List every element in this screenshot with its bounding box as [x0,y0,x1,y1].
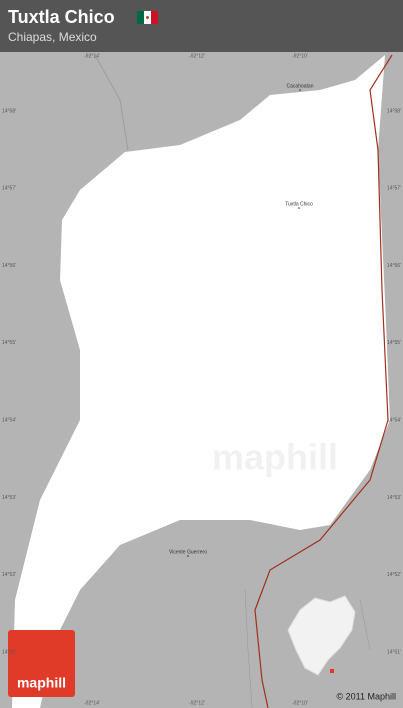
longitude-label: -92°12' [189,700,205,706]
place-dot [298,207,300,209]
latitude-label: 14°54' [387,418,401,424]
latitude-label: 14°56' [2,263,16,269]
latitude-label: 14°58' [387,108,401,114]
latitude-label: 14°52' [387,572,401,578]
latitude-label: 14°55' [387,340,401,346]
latitude-label: 14°55' [2,340,16,346]
place-label: Tuxtla Chico [285,201,313,207]
longitude-label: -92°10' [292,53,308,59]
latitude-label: 14°54' [2,418,16,424]
latitude-label: 14°57' [387,186,401,192]
place-label: Cacahoatan [287,83,314,89]
watermark: maphill [212,437,338,478]
longitude-label: -92°10' [292,700,308,706]
latitude-label: 14°56' [387,263,401,269]
inset-state [287,595,356,676]
latitude-label: 14°51' [387,649,401,655]
subtitle: Chiapas, Mexico [8,30,97,44]
latitude-label: 14°51' [2,649,16,655]
logo: maphill [17,675,66,691]
latitude-label: 14°58' [2,108,16,114]
longitude-label: -92°14' [84,53,100,59]
place-dot [187,555,189,557]
place-label: Vicente Guerrero [169,549,207,555]
inset-marker [330,669,334,673]
longitude-label: -92°14' [84,700,100,706]
region-area [12,55,390,708]
header-bar [0,0,403,52]
latitude-label: 14°52' [2,572,16,578]
latitude-label: 14°53' [2,495,16,501]
longitude-label: -92°12' [189,53,205,59]
title: Tuxtla Chico [8,7,115,27]
flag [137,11,158,24]
boundary-line [94,54,129,151]
boundary-line [244,589,371,708]
latitude-label: 14°57' [2,186,16,192]
place-dot [299,89,301,91]
country-border [254,54,393,708]
latitude-label: 14°53' [387,495,401,501]
logo-box [8,630,75,697]
copyright: © 2011 Maphill [337,691,397,701]
